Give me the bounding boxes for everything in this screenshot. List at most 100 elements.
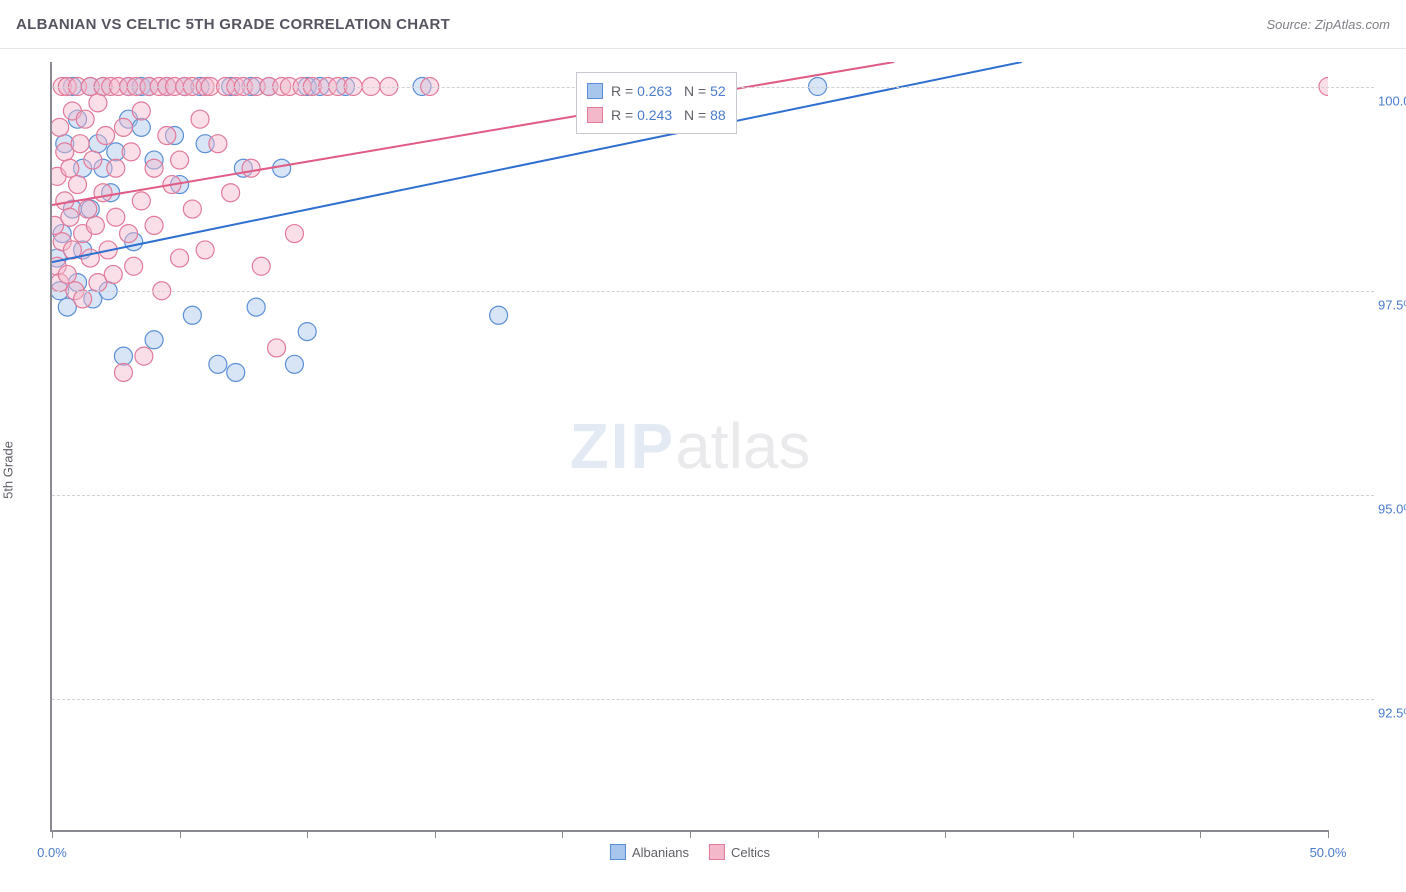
watermark: ZIPatlas: [570, 409, 811, 483]
data-point: [120, 225, 138, 243]
data-point: [56, 135, 74, 153]
gridline: [52, 495, 1374, 496]
x-tick: [945, 830, 946, 838]
data-point: [171, 176, 189, 194]
chart-header: ALBANIAN VS CELTIC 5TH GRADE CORRELATION…: [0, 0, 1406, 49]
data-point: [158, 127, 176, 145]
data-point: [122, 143, 140, 161]
data-point: [171, 151, 189, 169]
correlation-row: R = 0.263 N = 52: [587, 79, 726, 103]
y-axis-label: 5th Grade: [1, 441, 16, 499]
data-point: [145, 159, 163, 177]
x-tick-label: 50.0%: [1310, 845, 1347, 860]
data-point: [52, 216, 64, 234]
data-point: [490, 306, 508, 324]
correlation-legend: R = 0.263 N = 52R = 0.243 N = 88: [576, 72, 737, 134]
data-point: [69, 274, 87, 292]
data-point: [89, 94, 107, 112]
x-tick: [1328, 830, 1329, 838]
data-point: [191, 110, 209, 128]
data-point: [145, 151, 163, 169]
corr-r-label: R = 0.263: [611, 83, 672, 99]
data-point: [56, 192, 74, 210]
data-point: [69, 176, 87, 194]
data-point: [107, 143, 125, 161]
data-point: [132, 102, 150, 120]
swatch-icon: [610, 844, 626, 860]
data-point: [52, 118, 69, 136]
data-point: [74, 241, 92, 259]
data-point: [81, 249, 99, 267]
x-tick: [1073, 830, 1074, 838]
gridline: [52, 291, 1374, 292]
data-point: [107, 208, 125, 226]
data-point: [268, 339, 286, 357]
data-point: [209, 355, 227, 373]
y-tick-label: 95.0%: [1378, 502, 1406, 517]
data-point: [209, 135, 227, 153]
x-tick-label: 0.0%: [37, 845, 67, 860]
y-tick-label: 92.5%: [1378, 706, 1406, 721]
data-point: [132, 118, 150, 136]
legend-label: Albanians: [632, 845, 689, 860]
chart-container: 5th Grade ZIPatlas R = 0.263 N = 52R = 0…: [0, 48, 1406, 892]
gridline: [52, 699, 1374, 700]
x-tick: [818, 830, 819, 838]
data-point: [74, 159, 92, 177]
data-point: [183, 200, 201, 218]
data-point: [52, 167, 66, 185]
data-point: [97, 127, 115, 145]
scatter-plot: ZIPatlas R = 0.263 N = 52R = 0.243 N = 8…: [50, 62, 1328, 832]
swatch-icon: [587, 107, 603, 123]
data-point: [63, 241, 81, 259]
data-point: [107, 159, 125, 177]
trend-line: [52, 62, 1022, 262]
data-point: [125, 257, 143, 275]
swatch-icon: [709, 844, 725, 860]
data-point: [71, 135, 89, 153]
chart-source: Source: ZipAtlas.com: [1266, 17, 1390, 32]
data-point: [247, 298, 265, 316]
data-point: [183, 306, 201, 324]
data-point: [94, 159, 112, 177]
swatch-icon: [587, 83, 603, 99]
plot-svg: [52, 62, 1328, 830]
data-point: [79, 200, 97, 218]
data-point: [145, 331, 163, 349]
data-point: [298, 323, 316, 341]
data-point: [52, 274, 69, 292]
data-point: [63, 102, 81, 120]
legend-label: Celtics: [731, 845, 770, 860]
data-point: [114, 118, 132, 136]
data-point: [52, 249, 66, 267]
x-tick: [180, 830, 181, 838]
data-point: [285, 225, 303, 243]
chart-title: ALBANIAN VS CELTIC 5TH GRADE CORRELATION…: [16, 16, 450, 33]
data-point: [102, 184, 120, 202]
x-tick: [307, 830, 308, 838]
data-point: [285, 355, 303, 373]
data-point: [196, 241, 214, 259]
data-point: [81, 200, 99, 218]
data-point: [114, 363, 132, 381]
data-point: [53, 233, 71, 251]
data-point: [58, 265, 76, 283]
data-point: [58, 298, 76, 316]
x-tick: [562, 830, 563, 838]
data-point: [165, 127, 183, 145]
x-tick: [52, 830, 53, 838]
data-point: [171, 249, 189, 267]
data-point: [252, 257, 270, 275]
data-point: [89, 135, 107, 153]
correlation-row: R = 0.243 N = 88: [587, 103, 726, 127]
data-point: [74, 290, 92, 308]
x-tick: [435, 830, 436, 838]
trend-line: [52, 62, 894, 205]
data-point: [114, 347, 132, 365]
data-point: [69, 110, 87, 128]
data-point: [86, 216, 104, 234]
data-point: [84, 151, 102, 169]
data-point: [53, 225, 71, 243]
data-point: [84, 290, 102, 308]
data-point: [61, 208, 79, 226]
